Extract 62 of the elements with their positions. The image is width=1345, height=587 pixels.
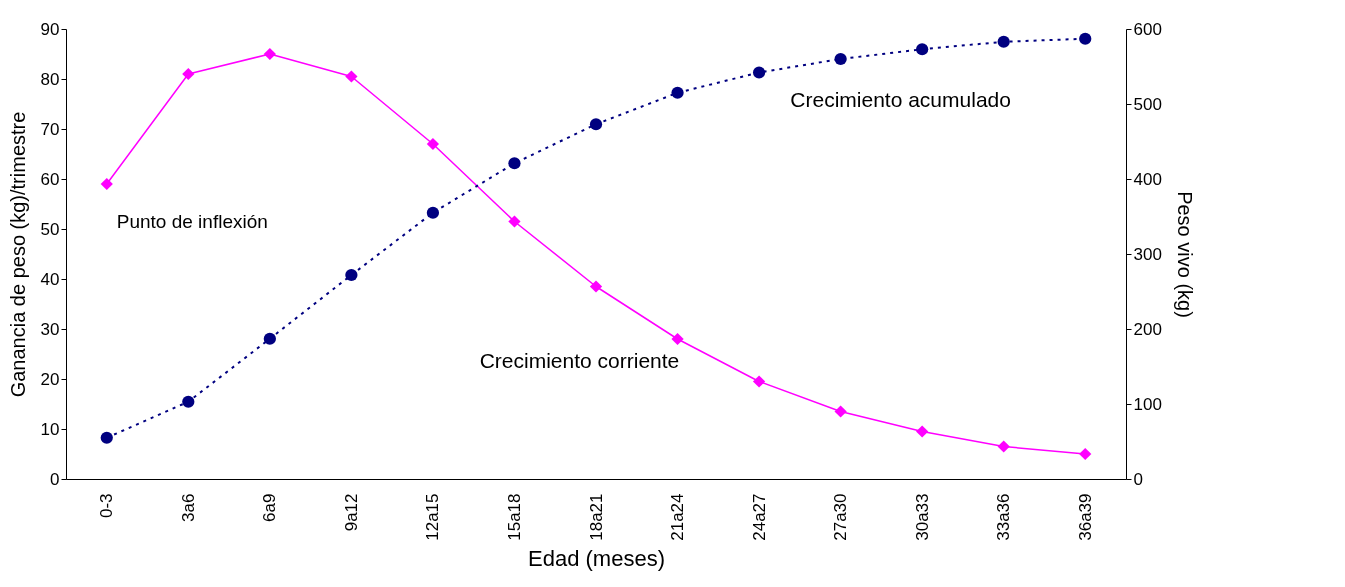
- series-label: Crecimiento acumulado: [790, 88, 1011, 111]
- point: [671, 332, 684, 346]
- annotation: Punto de inflexión: [116, 211, 268, 232]
- x-tick-label: 9a12: [341, 493, 361, 532]
- x-tick-label: 30a33: [912, 493, 932, 541]
- y-axis-title: Ganancia de peso (kg)/trimestre: [6, 111, 29, 398]
- x-tick-label: 21a24: [668, 493, 688, 541]
- x-tick-label: 18a21: [586, 493, 606, 541]
- x-tick-label: 33a36: [994, 493, 1014, 541]
- point: [916, 43, 929, 56]
- point: [426, 137, 440, 151]
- point: [345, 70, 358, 83]
- point: [671, 86, 684, 99]
- point: [100, 431, 113, 444]
- y2-axis-title: Peso vivo (kg): [1173, 191, 1196, 318]
- x-tick-label: 6a9: [260, 493, 280, 522]
- point: [1079, 32, 1092, 45]
- x-tick-label: 15a18: [504, 493, 524, 541]
- point: [752, 375, 766, 388]
- point: [834, 52, 847, 66]
- series-label: Crecimiento corriente: [479, 348, 680, 372]
- x-tick-label: 24a27: [749, 493, 769, 541]
- x-tick-label: 12a15: [423, 493, 443, 541]
- y2-tick-label: 600: [1133, 19, 1162, 39]
- y-tick-label: 80: [40, 69, 60, 89]
- y-tick-label: 60: [40, 169, 60, 189]
- point: [100, 177, 113, 191]
- point: [182, 395, 195, 408]
- point: [263, 332, 276, 345]
- y2-tick-label: 200: [1133, 319, 1162, 339]
- point: [1079, 447, 1092, 461]
- y-tick-label: 40: [40, 269, 60, 289]
- y2-tick-label: 0: [1133, 469, 1143, 489]
- x-tick-label: 3a6: [178, 493, 198, 522]
- y-tick-label: 70: [40, 119, 60, 139]
- x-tick-label: 27a30: [831, 493, 851, 541]
- point: [834, 405, 847, 418]
- point: [997, 35, 1010, 48]
- point: [916, 425, 929, 438]
- x-tick-label: 36a39: [1075, 493, 1095, 541]
- y-tick-label: 50: [40, 219, 60, 239]
- y-tick-label: 10: [40, 419, 60, 439]
- point: [182, 67, 195, 81]
- y-tick-label: 30: [40, 319, 60, 339]
- x-tick-label: 0-3: [97, 493, 117, 519]
- point: [508, 215, 521, 228]
- point: [345, 268, 358, 282]
- point: [997, 440, 1010, 453]
- point: [589, 118, 603, 131]
- point: [752, 66, 766, 79]
- point: [589, 280, 603, 293]
- point: [426, 206, 440, 219]
- x-axis-title: Edad (meses): [528, 545, 665, 571]
- point: [263, 47, 276, 61]
- y2-tick-label: 500: [1133, 94, 1162, 114]
- y2-tick-label: 300: [1133, 244, 1162, 264]
- y2-tick-label: 100: [1133, 394, 1162, 414]
- y2-tick-label: 400: [1133, 169, 1162, 189]
- y-tick-label: 20: [40, 369, 60, 389]
- y-tick-label: 0: [50, 469, 60, 489]
- y-tick-label: 90: [40, 19, 60, 39]
- point: [508, 157, 521, 170]
